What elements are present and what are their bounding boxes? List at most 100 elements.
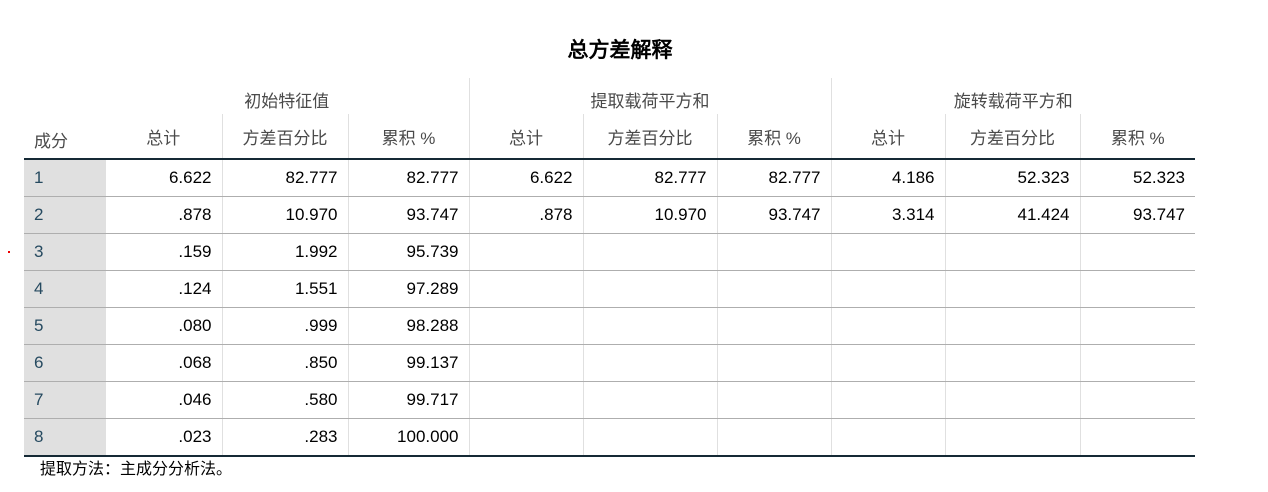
footnote: 提取方法：主成分分析法。 bbox=[40, 461, 233, 478]
table-cell: 95.739 bbox=[347, 233, 469, 271]
table-cell: 98.288 bbox=[347, 307, 469, 345]
table-row: 3.159 1.992 95.739 bbox=[24, 233, 1195, 271]
table-title: 总方差解释 bbox=[567, 39, 673, 62]
table-cell: 82.777 bbox=[221, 159, 348, 197]
total-variance-table: 初始特征值 提取载荷平方和 旋转载荷平方和 成分 总计 方差百分比 累积 % 总计 方差… bbox=[24, 78, 1195, 457]
table-cell bbox=[582, 270, 717, 308]
table-cell: 97.289 bbox=[347, 270, 469, 308]
table-cell: .159 bbox=[104, 233, 222, 271]
table-cell: 52.323 bbox=[944, 159, 1080, 197]
table-cell bbox=[1079, 381, 1195, 419]
table-cell bbox=[944, 307, 1080, 345]
table-cell: 93.747 bbox=[716, 196, 831, 234]
table-row: 2.878 10.970 93.747.878 10.970 93.747 3.314 41… bbox=[24, 196, 1195, 234]
table-cell: .283 bbox=[221, 418, 348, 457]
table-cell: 82.777 bbox=[716, 159, 831, 197]
table-cell bbox=[1079, 344, 1195, 382]
table-cell: 93.747 bbox=[347, 196, 469, 234]
table-cell: 1.992 bbox=[221, 233, 348, 271]
table-cell bbox=[830, 418, 945, 457]
row-label: 2 bbox=[24, 196, 105, 234]
table-cell bbox=[1079, 270, 1195, 308]
row-label: 6 bbox=[24, 344, 105, 382]
table-cell bbox=[582, 233, 717, 271]
column-header: 总计 bbox=[468, 114, 583, 160]
table-cell bbox=[468, 418, 583, 457]
group-header: 初始特征值 bbox=[244, 92, 330, 111]
table-cell: .999 bbox=[221, 307, 348, 345]
table-cell: 82.777 bbox=[582, 159, 717, 197]
table-cell bbox=[468, 344, 583, 382]
table-cell: 6.622 bbox=[468, 159, 583, 197]
table-cell: 41.424 bbox=[944, 196, 1080, 234]
column-header: 方差百分比 bbox=[582, 114, 717, 160]
table-cell: 82.777 bbox=[347, 159, 469, 197]
row-label: 7 bbox=[24, 381, 105, 419]
table-cell: 99.717 bbox=[347, 381, 469, 419]
table-cell: .878 bbox=[104, 196, 222, 234]
stray-mark bbox=[8, 251, 10, 253]
table-cell: .046 bbox=[104, 381, 222, 419]
table-cell bbox=[582, 307, 717, 345]
table-cell bbox=[1079, 418, 1195, 457]
table-cell bbox=[582, 418, 717, 457]
column-header: 累积 % bbox=[1079, 114, 1195, 160]
table-cell bbox=[582, 381, 717, 419]
table-cell bbox=[830, 381, 945, 419]
group-header: 旋转载荷平方和 bbox=[830, 78, 1195, 114]
table-cell bbox=[944, 381, 1080, 419]
table-row: 5.080.999 98.288 bbox=[24, 307, 1195, 345]
row-label: 5 bbox=[24, 307, 105, 345]
table-row: 7.046.580 99.717 bbox=[24, 381, 1195, 419]
table-cell bbox=[944, 344, 1080, 382]
table-cell bbox=[1079, 233, 1195, 271]
table-cell bbox=[830, 344, 945, 382]
table-cell bbox=[944, 233, 1080, 271]
table-cell bbox=[944, 418, 1080, 457]
table-cell: .850 bbox=[221, 344, 348, 382]
table-cell bbox=[468, 381, 583, 419]
column-header: 方差百分比 bbox=[221, 114, 348, 160]
table-cell bbox=[830, 270, 945, 308]
table-cell bbox=[582, 344, 717, 382]
column-header: 总计 bbox=[830, 114, 945, 160]
column-header: 累积 % bbox=[347, 114, 469, 160]
table-cell: .580 bbox=[221, 381, 348, 419]
table-cell: .068 bbox=[104, 344, 222, 382]
table-cell: 4.186 bbox=[830, 159, 945, 197]
group-header: 提取载荷平方和 bbox=[468, 78, 831, 114]
row-label: 4 bbox=[24, 270, 105, 308]
row-header: 成分 bbox=[24, 114, 105, 160]
corner-cell bbox=[24, 78, 105, 114]
table-row: 8.023.283 100.000 bbox=[24, 418, 1195, 457]
table-cell bbox=[716, 381, 831, 419]
table-cell: 99.137 bbox=[347, 344, 469, 382]
table-row: 4.124 1.551 97.289 bbox=[24, 270, 1195, 308]
column-header: 总计 bbox=[105, 114, 222, 160]
table-cell bbox=[944, 270, 1080, 308]
table-cell: .124 bbox=[104, 270, 222, 308]
table-cell bbox=[830, 233, 945, 271]
table-cell bbox=[468, 307, 583, 345]
row-label: 1 bbox=[24, 159, 105, 197]
table-cell: .080 bbox=[104, 307, 222, 345]
row-label: 3 bbox=[24, 233, 105, 271]
table-row: 6.068.850 99.137 bbox=[24, 344, 1195, 382]
table-cell: 100.000 bbox=[347, 418, 469, 457]
table-cell: 6.622 bbox=[104, 159, 222, 197]
table-cell: 3.314 bbox=[830, 196, 945, 234]
table-cell bbox=[468, 233, 583, 271]
table-cell bbox=[716, 418, 831, 457]
table-cell bbox=[716, 270, 831, 308]
table-cell bbox=[716, 344, 831, 382]
table-row: 1 6.622 82.777 82.777 6.622 82.777 82.777 4.186… bbox=[24, 159, 1195, 197]
table-cell: 10.970 bbox=[582, 196, 717, 234]
table-cell bbox=[1079, 307, 1195, 345]
row-label: 8 bbox=[24, 418, 105, 457]
table-cell bbox=[468, 270, 583, 308]
table-cell bbox=[716, 307, 831, 345]
table-cell bbox=[716, 233, 831, 271]
table-cell: 1.551 bbox=[221, 270, 348, 308]
table-cell: 52.323 bbox=[1079, 159, 1195, 197]
table-cell: .023 bbox=[104, 418, 222, 457]
